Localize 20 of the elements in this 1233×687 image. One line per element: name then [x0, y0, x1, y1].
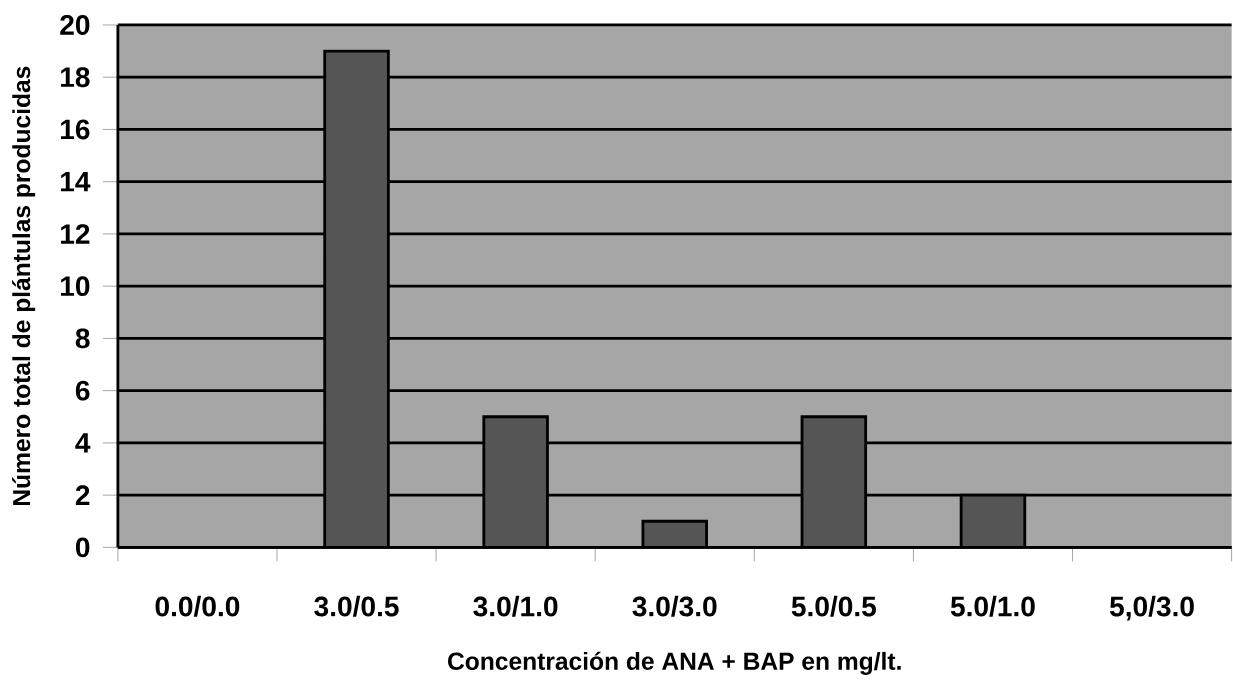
- y-tick-label: 10: [61, 276, 90, 297]
- y-tick-label: 4: [75, 433, 91, 453]
- y-tick-label: 6: [75, 380, 90, 401]
- y-tick-label: 8: [75, 328, 90, 349]
- y-axis-title: Número total de plántulas producidas: [12, 66, 36, 506]
- y-tick-label: 18: [61, 67, 90, 88]
- y-tick-label: 20: [60, 15, 90, 36]
- x-axis-title: Concentración de ANA + BAP en mg/lt.: [448, 651, 901, 676]
- x-tick-label: 5.0/1.0: [950, 596, 1035, 617]
- y-tick-label: 2: [75, 485, 90, 506]
- y-tick-label: 12: [61, 224, 90, 244]
- y-tick-label: 14: [61, 172, 91, 192]
- x-tick-label: 5.0/0.5: [791, 596, 876, 617]
- x-tick-label: 3.0/1.0: [473, 596, 558, 617]
- y-tick-label: 16: [61, 119, 90, 140]
- x-tick-label: 3.0/3.0: [632, 596, 717, 617]
- y-tick-label: 0: [75, 537, 90, 558]
- x-tick-label: 5,0/3.0: [1109, 596, 1194, 621]
- x-tick-label: 0.0/0.0: [155, 596, 240, 617]
- x-tick-label: 3.0/0.5: [314, 596, 399, 617]
